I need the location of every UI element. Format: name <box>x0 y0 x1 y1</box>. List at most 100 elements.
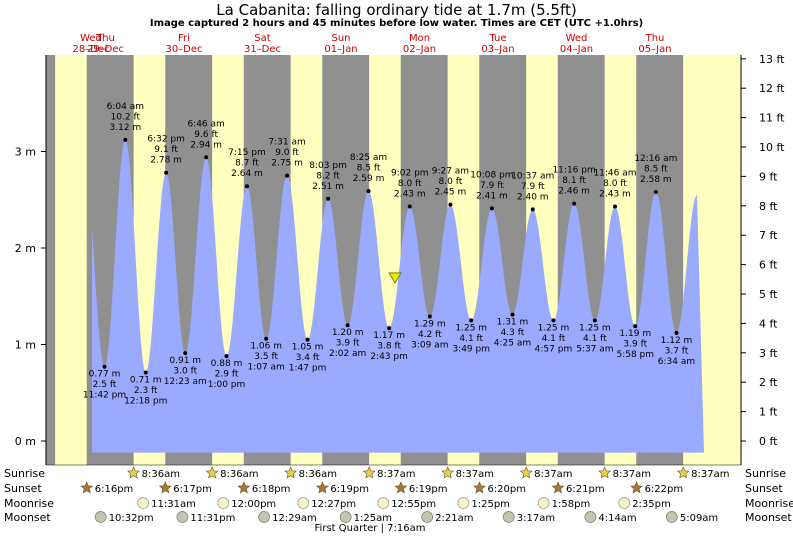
current-level-marker <box>388 272 402 284</box>
moonrise-time: 12:27pm <box>311 499 356 510</box>
moonrise-icon <box>537 497 550 509</box>
extreme-label-low: 1:07 am <box>247 363 284 373</box>
extreme-label-high: 2.45 m <box>435 188 467 198</box>
extreme-label-high: 7.9 ft <box>480 181 504 191</box>
extreme-label-high: 2.59 m <box>353 174 385 184</box>
right-tick-label: 9 ft <box>759 170 778 183</box>
sunset-icon <box>473 481 486 494</box>
day-date: 04–Jan <box>560 44 593 55</box>
extreme-point <box>204 155 209 160</box>
extreme-label-low: 0.88 m <box>211 359 243 369</box>
sunset-time: 6:16pm <box>95 484 134 495</box>
right-tick-label: 13 ft <box>759 53 785 66</box>
extreme-label-high: 8.7 ft <box>235 159 259 169</box>
moonset-icon <box>258 511 270 523</box>
right-tick-label: 5 ft <box>759 288 778 301</box>
moonset-icon <box>584 511 597 523</box>
moonset-icon <box>421 511 434 523</box>
moonrise-icon <box>377 497 390 509</box>
extreme-label-low: 12:18 pm <box>124 396 167 406</box>
extreme-label-high: 9.0 ft <box>275 148 299 158</box>
day-name: Sun <box>331 33 350 44</box>
extreme-point <box>551 318 556 323</box>
moonset-icon <box>94 511 107 523</box>
sunrise-icon <box>284 466 298 479</box>
extreme-point <box>572 201 577 206</box>
day-name: Tue <box>488 33 506 44</box>
extreme-point <box>326 196 331 201</box>
extreme-point <box>264 336 269 341</box>
moonset-time: 1:25am <box>354 513 392 524</box>
astro-row-label-right: Sunset <box>745 482 783 495</box>
extreme-label-low: 1.25 m <box>538 323 570 333</box>
extreme-label-high: 12:16 am <box>634 154 677 164</box>
extreme-label-low: 4.1 ft <box>459 334 483 344</box>
left-tick-label: 0 m <box>15 435 36 448</box>
moonset-time: 10:32pm <box>109 513 154 524</box>
extreme-label-high: 2.58 m <box>640 175 672 185</box>
astro-row-label-left: Moonset <box>4 511 51 524</box>
extreme-label-high: 6:46 am <box>187 119 224 129</box>
extreme-label-low: 3:49 pm <box>452 344 490 354</box>
sunrise-time: 8:36am <box>299 469 337 480</box>
extreme-label-high: 10:08 pm <box>470 170 513 180</box>
extreme-point <box>407 204 412 209</box>
extreme-point <box>653 190 658 195</box>
extreme-label-high: 7:31 am <box>268 138 305 148</box>
extreme-label-low: 4:25 am <box>494 339 531 349</box>
extreme-label-high: 11:16 pm <box>552 166 595 176</box>
day-date: 31–Dec <box>244 44 281 55</box>
day-name: Wed <box>80 33 102 44</box>
extreme-label-low: 12:23 am <box>164 377 207 387</box>
extreme-label-low: 0.71 m <box>130 375 162 385</box>
page-title: La Cabanita: falling ordinary tide at 1.… <box>216 1 577 19</box>
extreme-label-low: 2:02 am <box>329 349 366 359</box>
extreme-point <box>102 364 107 369</box>
sunset-time: 6:18pm <box>252 484 291 495</box>
day-name: Thu <box>95 33 115 44</box>
sunset-icon <box>394 481 408 494</box>
extreme-point <box>123 137 128 142</box>
moonrise-time: 1:25pm <box>471 499 510 510</box>
extreme-label-high: 2.41 m <box>476 191 508 201</box>
left-tick-label: 2 m <box>15 242 36 255</box>
moonrise-icon <box>297 497 310 509</box>
sunset-time: 6:20pm <box>487 484 526 495</box>
moon-phase-label: First Quarter | 7:16am <box>315 523 426 534</box>
extreme-label-high: 3.12 m <box>110 123 142 133</box>
astro-row-label-left: Sunrise <box>4 467 45 480</box>
extreme-label-low: 0.91 m <box>169 356 201 366</box>
sunrise-time: 8:37am <box>534 469 572 480</box>
extreme-label-low: 1.12 m <box>661 336 693 346</box>
extreme-point <box>366 189 371 194</box>
day-name: Fri <box>178 33 190 44</box>
extreme-label-high: 8.0 ft <box>439 177 463 187</box>
extreme-label-low: 3.0 ft <box>173 367 197 377</box>
extreme-point <box>387 326 392 331</box>
moonset-time: 11:31pm <box>190 513 235 524</box>
right-tick-label: 7 ft <box>759 229 778 242</box>
astro-row-label-right: Sunrise <box>745 467 786 480</box>
extreme-label-low: 2.5 ft <box>93 380 117 390</box>
left-tick-label: 1 m <box>15 339 36 352</box>
moonset-icon <box>665 511 678 523</box>
extreme-label-low: 3.5 ft <box>254 352 278 362</box>
day-date: 29–Dec <box>87 44 124 55</box>
moonset-time: 2:21am <box>435 513 473 524</box>
extreme-label-low: 6:34 am <box>658 357 695 367</box>
extreme-label-high: 9.1 ft <box>154 145 178 155</box>
extreme-label-low: 4.3 ft <box>501 328 525 338</box>
left-tick-label: 3 m <box>15 146 36 159</box>
extreme-label-high: 2.78 m <box>150 156 182 166</box>
extreme-point <box>427 314 432 319</box>
extreme-label-high: 8.2 ft <box>316 171 340 181</box>
right-tick-label: 8 ft <box>759 200 778 213</box>
extreme-label-low: 1:47 pm <box>289 364 327 374</box>
extreme-label-high: 2.75 m <box>271 159 303 169</box>
sunrise-icon <box>676 466 690 479</box>
day-date: 05–Jan <box>638 44 671 55</box>
extreme-label-low: 3.9 ft <box>336 339 360 349</box>
astro-row-label-right: Moonset <box>745 511 792 524</box>
sunset-time: 6:22pm <box>645 484 684 495</box>
extreme-label-high: 8.0 ft <box>603 179 627 189</box>
